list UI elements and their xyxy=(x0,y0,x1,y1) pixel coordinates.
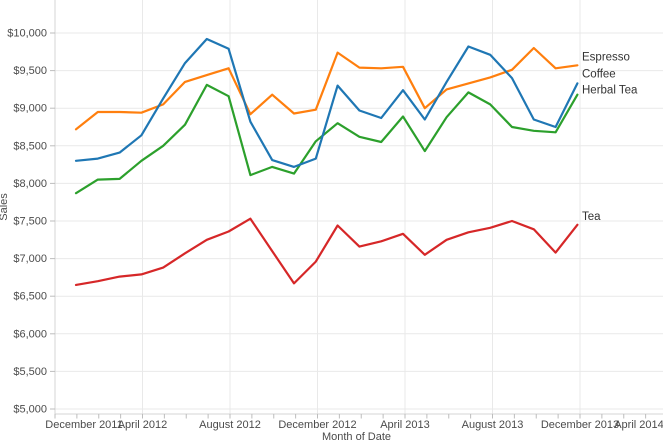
y-tick-label: $7,500 xyxy=(13,216,47,228)
series-line-coffee[interactable] xyxy=(74,37,579,168)
y-tick-label: $9,500 xyxy=(13,65,47,77)
series-label-tea: Tea xyxy=(582,211,601,223)
y-tick-label: $5,000 xyxy=(13,404,47,416)
x-tick-label: December 2011 xyxy=(45,419,122,431)
y-axis-title: Sales xyxy=(0,193,10,221)
y-tick-label: $6,500 xyxy=(13,291,47,303)
series-label-herbal-tea: Herbal Tea xyxy=(582,85,638,97)
series-line-herbal-tea[interactable] xyxy=(74,83,579,195)
x-tick-label: December 2012 xyxy=(278,419,356,431)
x-axis-title: Month of Date xyxy=(321,431,392,443)
y-tick-label: $8,500 xyxy=(13,140,47,152)
y-tick-label: $8,000 xyxy=(13,178,47,190)
y-tick-label: $7,000 xyxy=(13,253,47,265)
series-label-coffee: Coffee xyxy=(582,68,616,80)
y-tick-label: $6,000 xyxy=(13,328,47,340)
y-tick-label: $5,500 xyxy=(13,366,47,378)
series-line-tea[interactable] xyxy=(74,217,579,286)
y-tick-label: $9,000 xyxy=(13,103,47,115)
x-tick-label: August 2013 xyxy=(462,419,524,431)
x-tick-label: August 2012 xyxy=(199,419,261,431)
x-tick-label: April 2013 xyxy=(380,419,430,431)
x-tick-label: December 2013 xyxy=(541,419,619,431)
series-label-espresso: Espresso xyxy=(582,51,630,63)
y-tick-label: $10,000 xyxy=(7,28,47,40)
x-tick-label: April 2012 xyxy=(118,419,168,431)
x-tick-label: April 2014 xyxy=(614,419,663,431)
